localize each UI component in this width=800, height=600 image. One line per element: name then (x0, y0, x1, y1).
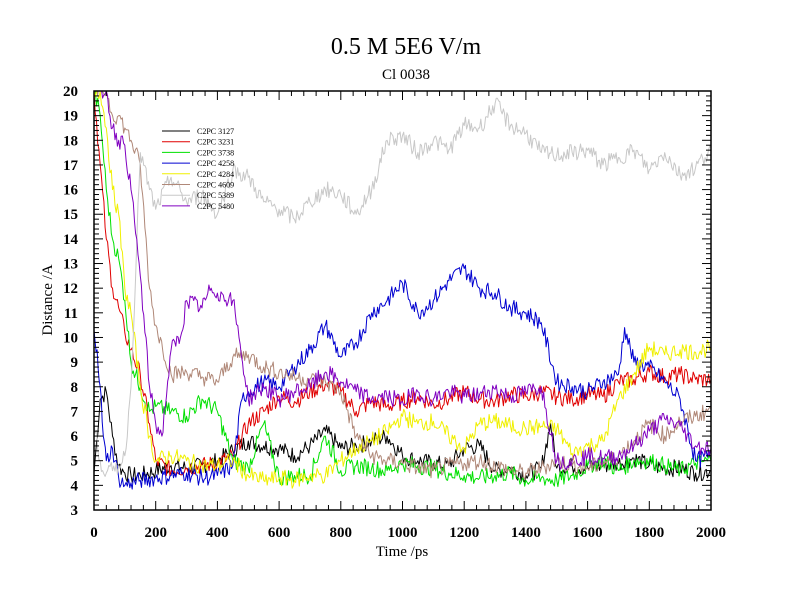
series-line-c2pc-5480 (94, 91, 711, 470)
chart-subtitle: Cl 0038 (382, 67, 430, 83)
x-tick-label: 1000 (388, 525, 418, 541)
y-tick-label: 16 (63, 183, 79, 199)
legend-label-c2pc-3231: C2PC 3231 (197, 138, 234, 147)
y-tick-label: 8 (71, 380, 79, 396)
y-axis: 3 4 5 6 7 8 9 10 11 12 13 14 15 16 17 18 19 20 (63, 84, 711, 519)
series-line-c2pc-4258 (94, 263, 711, 490)
y-tick-label: 10 (63, 330, 78, 346)
x-axis: 0 200 400 600 800 1000 1200 1400 1600 1800 2000 (90, 91, 726, 541)
y-axis-label: Distance /A (40, 264, 56, 335)
x-tick-label: 0 (90, 525, 98, 541)
y-tick-label: 3 (71, 503, 79, 519)
legend-label-c2pc-5389: C2PC 5389 (197, 191, 234, 200)
x-axis-label: Time /ps (376, 544, 429, 560)
series-line-c2pc-3738 (94, 91, 711, 488)
series-line-c2pc-4609 (94, 91, 711, 480)
series-line-c2pc-4284 (94, 91, 711, 489)
x-tick-label: 400 (206, 525, 229, 541)
y-tick-label: 9 (71, 355, 79, 371)
y-tick-label: 19 (63, 109, 78, 125)
y-tick-label: 15 (63, 207, 78, 223)
legend-label-c2pc-3127: C2PC 3127 (197, 127, 234, 136)
series-line-c2pc-5389 (94, 97, 711, 477)
legend-label-c2pc-5480: C2PC 5480 (197, 202, 234, 211)
legend-label-c2pc-4609: C2PC 4609 (197, 181, 234, 190)
x-tick-label: 2000 (696, 525, 726, 541)
x-tick-label: 200 (144, 525, 167, 541)
chart-title: 0.5 M 5E6 V/m (331, 34, 482, 60)
y-tick-label: 13 (63, 257, 78, 273)
legend-label-c2pc-4258: C2PC 4258 (197, 159, 234, 168)
series-line-c2pc-3231 (94, 91, 711, 477)
y-tick-label: 14 (63, 232, 79, 248)
y-tick-label: 7 (71, 404, 79, 420)
y-tick-label: 6 (71, 429, 79, 445)
y-tick-label: 17 (63, 158, 79, 174)
y-tick-label: 5 (71, 454, 79, 470)
x-tick-label: 1400 (511, 525, 541, 541)
y-tick-label: 11 (64, 306, 78, 322)
y-tick-label: 20 (63, 84, 78, 100)
y-tick-label: 12 (63, 281, 78, 297)
legend-label-c2pc-4284: C2PC 4284 (197, 170, 234, 179)
x-tick-label: 1200 (449, 525, 479, 541)
x-tick-label: 1600 (573, 525, 603, 541)
legend-label-c2pc-3738: C2PC 3738 (197, 148, 234, 157)
x-tick-label: 800 (330, 525, 353, 541)
y-tick-label: 18 (63, 133, 78, 149)
x-tick-label: 600 (268, 525, 291, 541)
x-tick-label: 1800 (634, 525, 664, 541)
y-tick-label: 4 (71, 478, 79, 494)
plot-area (94, 91, 711, 490)
